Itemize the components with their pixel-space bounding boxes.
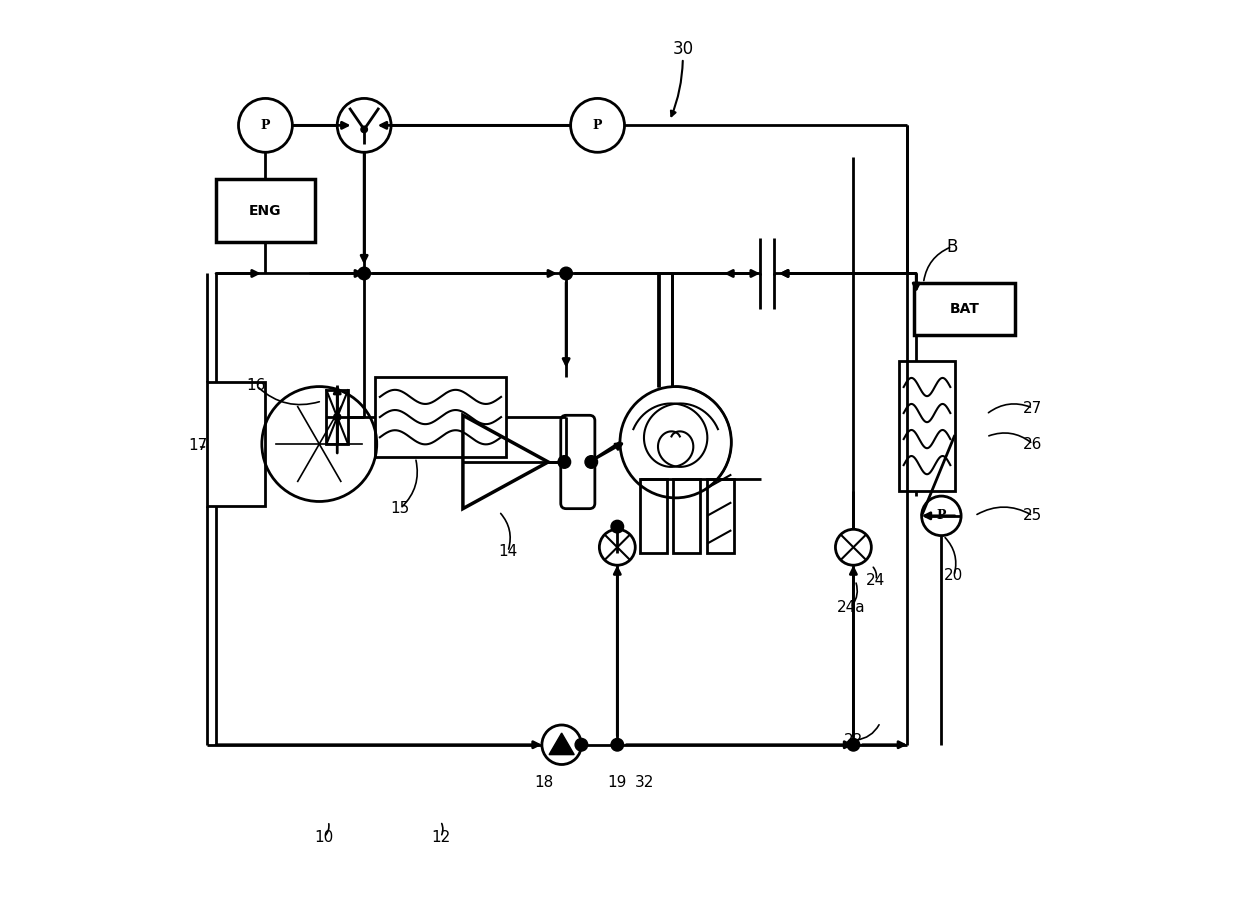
Bar	[914, 284, 1016, 335]
Text: 24: 24	[867, 573, 885, 588]
Circle shape	[559, 267, 573, 280]
Bar	[207, 382, 264, 506]
Circle shape	[361, 126, 367, 132]
Text: 16: 16	[247, 378, 267, 393]
Polygon shape	[549, 733, 574, 755]
Circle shape	[575, 738, 588, 751]
Text: 32: 32	[635, 775, 653, 790]
Text: P: P	[936, 509, 946, 523]
Bar	[673, 479, 699, 553]
Bar	[376, 377, 506, 458]
Text: 12: 12	[430, 830, 450, 844]
Text: 27: 27	[1023, 400, 1043, 416]
Circle shape	[611, 520, 624, 533]
Text: ENG: ENG	[249, 204, 281, 217]
Text: 22: 22	[843, 733, 863, 747]
Text: 19: 19	[608, 775, 627, 790]
Text: P: P	[260, 119, 270, 132]
Bar	[899, 361, 955, 491]
Bar	[326, 390, 348, 444]
Circle shape	[558, 456, 570, 468]
Circle shape	[611, 738, 624, 751]
Text: 14: 14	[498, 545, 517, 559]
Text: 18: 18	[534, 775, 553, 790]
Bar	[707, 479, 734, 553]
Text: 15: 15	[391, 501, 409, 516]
Text: 26: 26	[1023, 437, 1043, 451]
Bar	[640, 479, 667, 553]
Text: 17: 17	[188, 439, 208, 453]
Circle shape	[847, 738, 859, 751]
Text: 24a: 24a	[837, 600, 866, 615]
Text: BAT: BAT	[950, 303, 980, 316]
Text: 10: 10	[314, 830, 334, 844]
Text: 30: 30	[672, 40, 693, 58]
Text: P: P	[593, 119, 603, 132]
Text: 20: 20	[945, 568, 963, 583]
Circle shape	[585, 456, 598, 468]
Text: 25: 25	[1023, 508, 1043, 524]
Text: B: B	[946, 237, 957, 255]
Circle shape	[334, 413, 341, 420]
Circle shape	[358, 267, 371, 280]
Bar	[216, 179, 315, 242]
